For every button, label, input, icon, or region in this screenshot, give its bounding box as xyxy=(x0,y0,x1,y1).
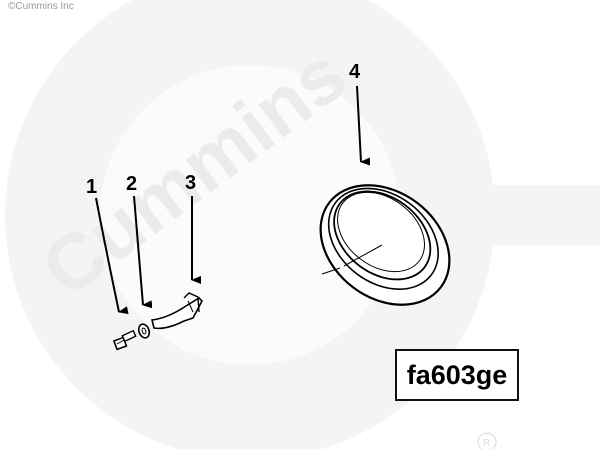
callout-1-label: 1 xyxy=(86,176,97,198)
washer-part xyxy=(137,323,151,339)
figure-id-label: fa603ge xyxy=(395,349,519,401)
registered-mark: R xyxy=(477,432,497,449)
capscrew-part xyxy=(112,329,137,351)
callout-3-label: 3 xyxy=(185,172,196,194)
callout-1: 1 xyxy=(86,176,129,315)
callout-3: 3 xyxy=(185,172,201,284)
callout-4: 4 xyxy=(349,61,371,166)
seal-ring-part xyxy=(319,184,451,306)
copyright-notice: ©Cummins Inc xyxy=(8,1,74,12)
callout-4-label: 4 xyxy=(349,61,361,83)
svg-text:R: R xyxy=(483,438,490,449)
callout-2-label: 2 xyxy=(126,173,137,195)
callout-2: 2 xyxy=(126,173,153,309)
bracket-part xyxy=(151,292,203,330)
